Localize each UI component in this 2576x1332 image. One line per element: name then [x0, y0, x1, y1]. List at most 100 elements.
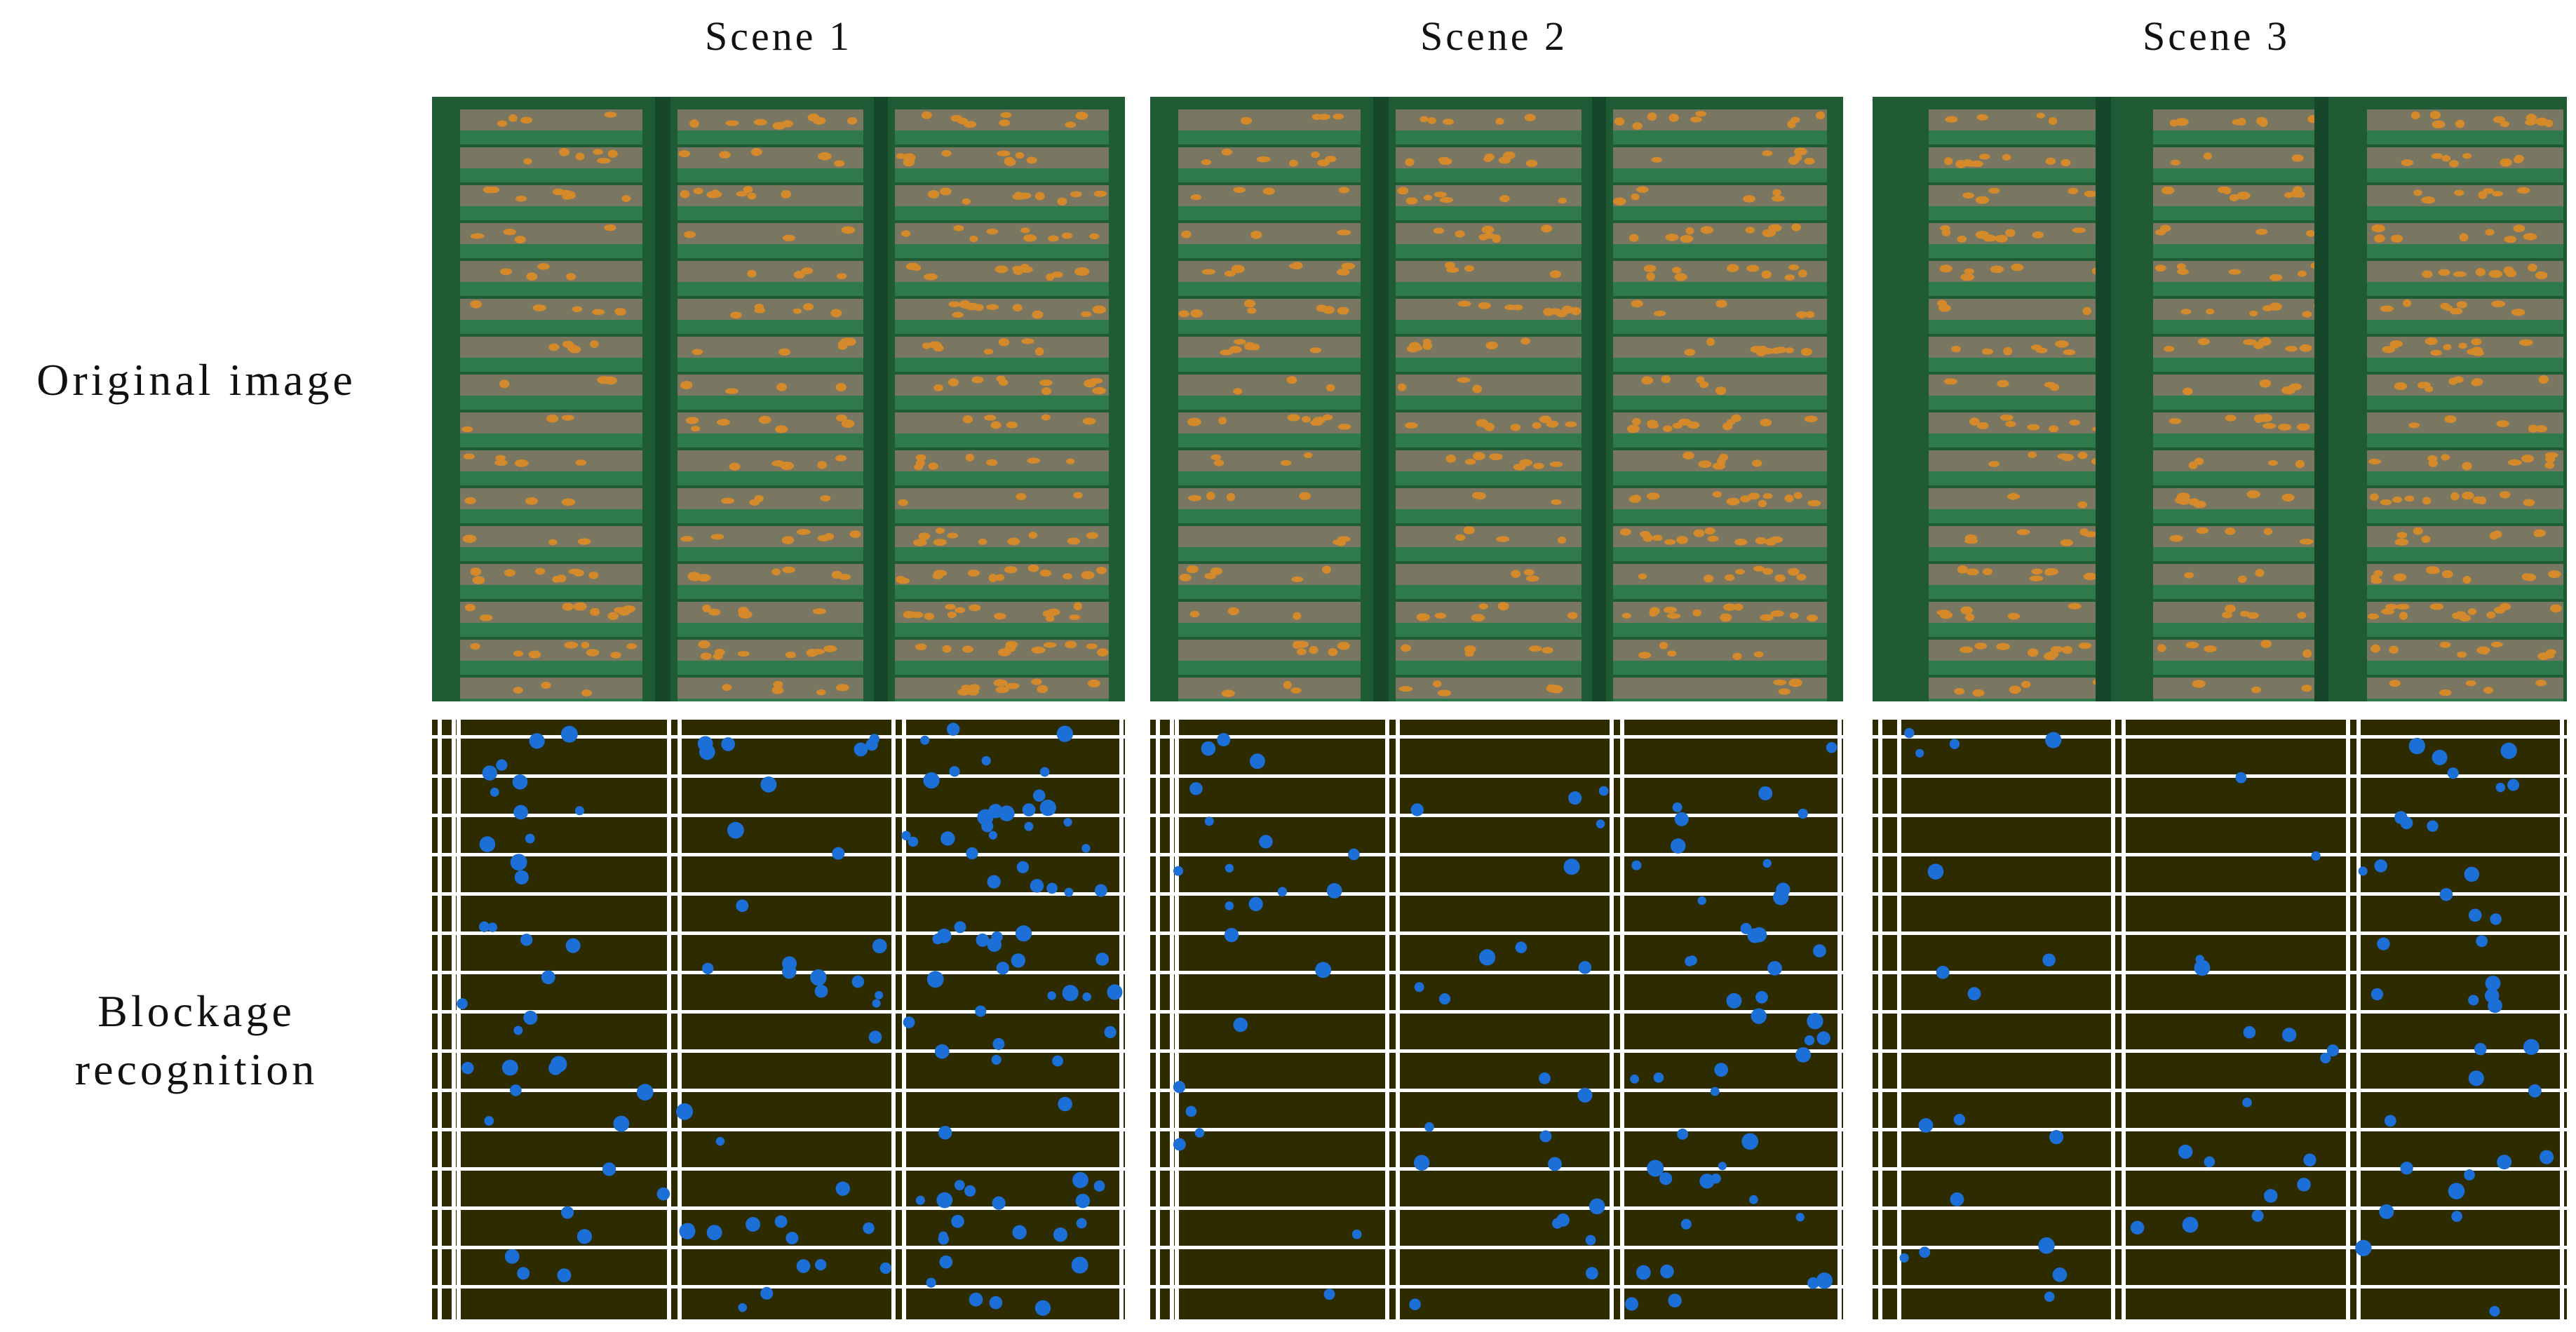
grain-kernel	[2521, 573, 2531, 581]
mask-grid-horizontal	[1873, 1246, 2567, 1249]
grain-kernel	[1065, 121, 1077, 128]
louver-slat	[895, 168, 1109, 182]
grain-kernel	[1758, 499, 1767, 508]
louver-slat	[895, 471, 1109, 485]
blockage-blob	[1058, 1096, 1072, 1112]
louver-slat	[677, 244, 863, 258]
grain-kernel	[2496, 420, 2509, 428]
grain-kernel	[967, 569, 980, 577]
grain-kernel	[1797, 311, 1807, 319]
grain-kernel	[1990, 265, 2004, 274]
grain-kernel	[1423, 194, 1433, 201]
grain-kernel	[575, 459, 587, 466]
blockage-blob	[2320, 1052, 2331, 1063]
mask-grid-horizontal	[1873, 1089, 2567, 1092]
blockage-blob	[1904, 727, 1915, 739]
grain-kernel	[1041, 387, 1052, 396]
blockage-blob	[1714, 1063, 1729, 1077]
blockage-blob	[2377, 937, 2390, 950]
grain-kernel	[2513, 224, 2526, 233]
louver-slat	[1396, 585, 1582, 599]
grain-kernel	[2535, 679, 2547, 687]
grain-kernel	[1243, 300, 1256, 308]
louver-slat	[895, 547, 1109, 561]
grain-kernel	[1092, 305, 1107, 314]
blockage-blob	[613, 1115, 630, 1132]
grain-kernel	[1220, 349, 1234, 356]
blockage-blob	[996, 962, 1010, 975]
grain-kernel	[2083, 572, 2098, 581]
grain-kernel	[1804, 415, 1818, 423]
grain-kernel	[1745, 227, 1755, 234]
grain-kernel	[1788, 264, 1800, 271]
louver-slat	[1929, 699, 2108, 701]
grain-kernel	[2523, 233, 2537, 241]
grain-kernel	[2237, 191, 2251, 200]
blockage-blob	[2495, 782, 2506, 793]
grain-kernel	[941, 149, 952, 157]
blockage-blob	[832, 847, 845, 860]
grain-kernel	[607, 149, 618, 158]
mask-grid-vertical	[452, 720, 456, 1319]
blockage-blob	[1348, 848, 1360, 861]
louver-slat	[2367, 471, 2563, 485]
grain-kernel	[1416, 613, 1430, 621]
grain-kernel	[2430, 349, 2442, 356]
blockage-blob	[736, 899, 749, 913]
grain-kernel	[1292, 640, 1302, 650]
grain-kernel	[1075, 112, 1088, 120]
grain-kernel	[2546, 649, 2557, 655]
grain-kernel	[969, 604, 981, 612]
grain-kernel	[2394, 382, 2408, 391]
louver-slat	[1613, 471, 1827, 485]
blockage-blob	[1277, 887, 1288, 896]
grain-kernel	[1495, 118, 1504, 125]
soil-slot	[1178, 602, 1361, 623]
mask-grid-horizontal	[432, 1285, 1125, 1289]
louver-slat	[2367, 130, 2563, 144]
louver-slat	[2153, 623, 2328, 637]
grain-kernel	[2197, 338, 2210, 346]
grain-kernel	[1026, 156, 1037, 164]
grain-kernel	[2299, 344, 2312, 352]
soil-slot	[1178, 109, 1361, 130]
grain-kernel	[743, 186, 753, 194]
blockage-blob	[1414, 982, 1424, 993]
blockage-blob	[1413, 1155, 1430, 1171]
blockage-mask-scene-1-svg	[432, 720, 1125, 1319]
grain-kernel	[2516, 187, 2530, 194]
grain-kernel	[1321, 565, 1331, 574]
grain-kernel	[948, 378, 959, 386]
grain-kernel	[1020, 266, 1033, 274]
louver-slat	[677, 661, 863, 675]
grain-kernel	[771, 460, 785, 467]
grain-kernel	[2297, 612, 2307, 619]
grain-kernel	[1982, 349, 1994, 355]
grain-kernel	[1798, 269, 1807, 278]
grain-kernel	[1445, 455, 1456, 463]
grain-kernel	[1337, 307, 1349, 315]
mask-grid-vertical	[1156, 720, 1160, 1319]
blockage-blob	[976, 933, 990, 947]
grain-kernel	[464, 603, 476, 612]
louver-slat	[895, 585, 1109, 599]
louver-slat	[1178, 244, 1361, 258]
blockage-blob	[938, 1231, 948, 1241]
grain-kernel	[1218, 417, 1227, 425]
mask-grid-horizontal	[1873, 814, 2567, 817]
grain-kernel	[589, 607, 600, 617]
grain-kernel	[1027, 457, 1040, 464]
blockage-blob	[1624, 1297, 1639, 1311]
louver-slat	[1613, 699, 1827, 701]
grain-kernel	[1250, 230, 1262, 239]
grain-kernel	[462, 534, 477, 544]
grain-kernel	[1326, 384, 1335, 392]
soil-slot	[2153, 412, 2328, 433]
blockage-blob	[706, 1225, 722, 1241]
grain-kernel	[841, 226, 856, 234]
grain-kernel	[1636, 186, 1649, 193]
blockage-blob	[715, 1136, 725, 1146]
grain-kernel	[1082, 417, 1096, 425]
mask-grid-horizontal	[1873, 774, 2567, 778]
blockage-blob	[1217, 733, 1231, 747]
